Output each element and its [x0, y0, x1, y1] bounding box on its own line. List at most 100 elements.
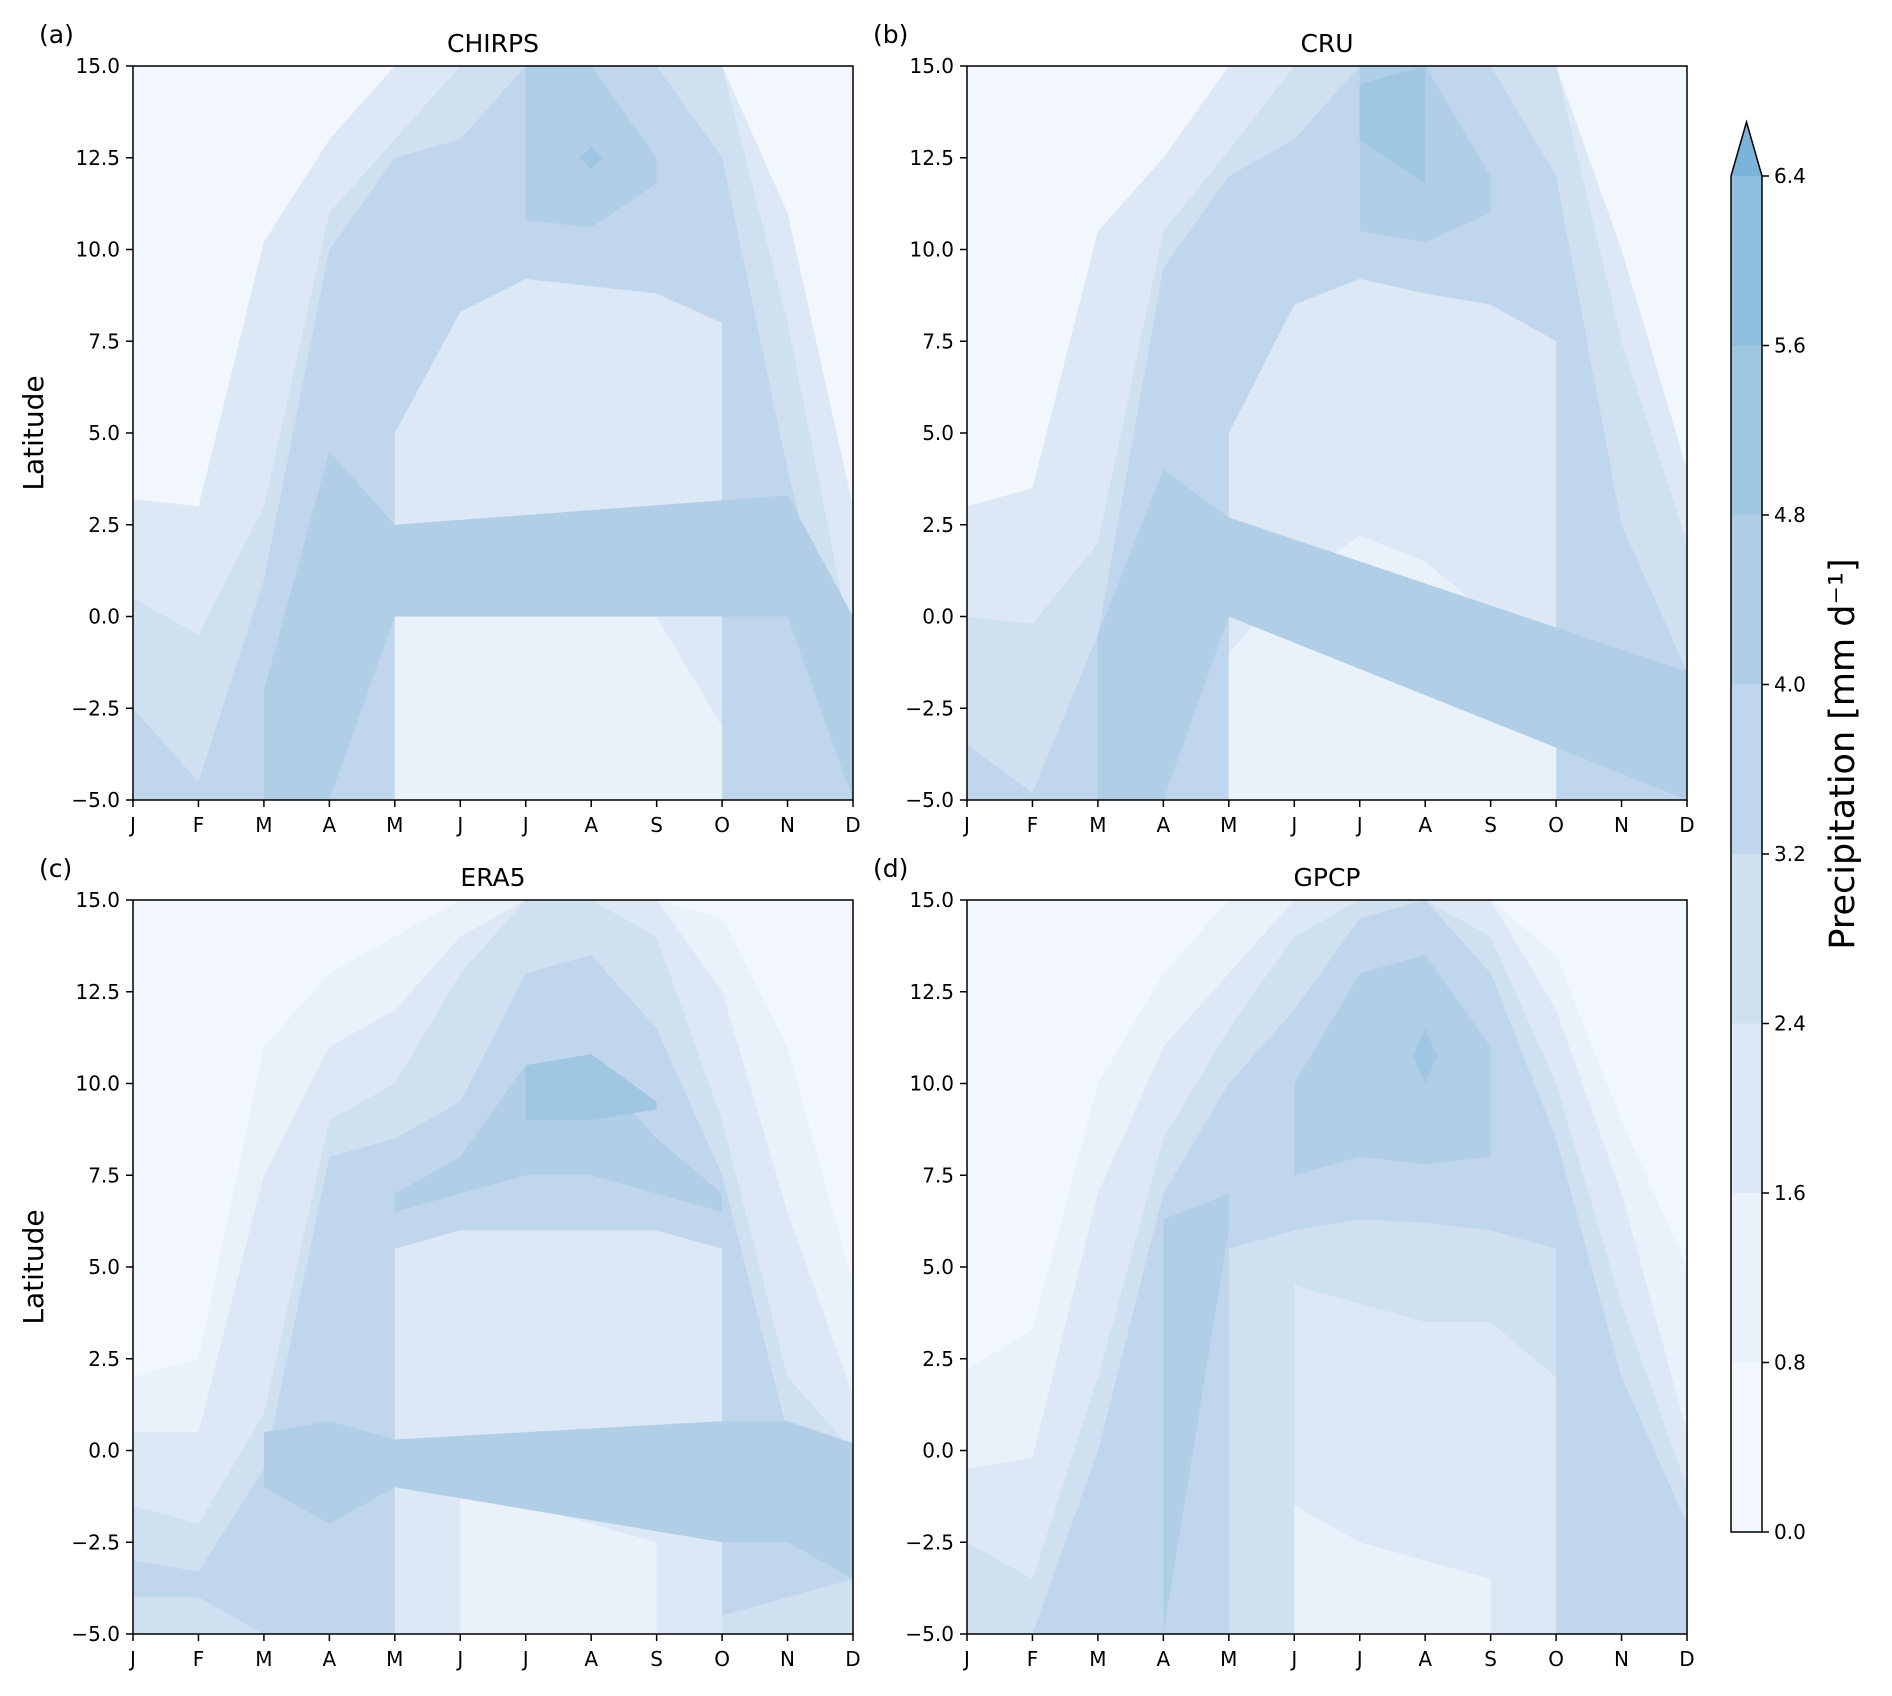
contour-band	[263, 1421, 853, 1579]
x-tick-label: N	[780, 1647, 795, 1671]
x-tick-label: O	[1548, 1647, 1564, 1671]
colorbar-extend-arrow	[1731, 122, 1762, 176]
colorbar-segment	[1731, 684, 1762, 854]
colorbar-segment	[1731, 1193, 1762, 1363]
x-tick-label: M	[1089, 1647, 1106, 1671]
y-tick-label: 5.0	[922, 421, 954, 445]
colorbar-tick-label: 1.6	[1774, 1181, 1806, 1205]
panel-era5: J F M A M J J A S O N D −5.0 −2.5 0.0 2.5 5.0 7.5 10.0 12.5…	[17, 854, 861, 1671]
colorbar-segment	[1731, 345, 1762, 515]
y-tick-label: 10.0	[909, 238, 954, 262]
panel-chirps: J F M A M J J A S O N D −5.0 −2.5 0.0 2.5 5.0 7.5 10.0 12.5…	[17, 20, 861, 837]
colorbar-tick-label: 0.0	[1774, 1520, 1806, 1544]
x-tick-label: A	[1157, 1647, 1171, 1671]
colorbar-segment	[1731, 515, 1762, 685]
panel-gpcp: J F M A M J J A S O N D −5.0 −2.5 0.0 2.5 5.0 7.5 10.0 12.5…	[873, 854, 1695, 1671]
colorbar-outline	[1730, 119, 1763, 1533]
y-tick-label: 7.5	[922, 329, 954, 353]
colorbar-tick-label: 2.4	[1774, 1012, 1806, 1036]
x-tick-label: N	[780, 813, 795, 837]
panel-title: ERA5	[460, 863, 525, 892]
x-tick-label: D	[1679, 813, 1694, 837]
contour-band	[1294, 1505, 1491, 1634]
y-tick-label: 12.5	[909, 146, 954, 170]
x-tick-label: M	[386, 1647, 403, 1671]
x-tick-label: A	[584, 813, 598, 837]
x-tick-label: N	[1614, 813, 1629, 837]
y-tick-label: 12.5	[909, 980, 954, 1004]
y-tick-label: −2.5	[71, 696, 120, 720]
colorbar-tick-label: 6.4	[1774, 164, 1806, 188]
colorbar-segment	[1731, 854, 1762, 1024]
x-tick-label: O	[1548, 813, 1564, 837]
y-tick-label: −5.0	[71, 788, 120, 812]
x-tick-label: A	[1418, 1647, 1432, 1671]
x-tick-label: J	[455, 1647, 463, 1671]
y-tick-label: 2.5	[88, 513, 120, 537]
contour-band	[525, 1054, 657, 1121]
x-tick-label: J	[1289, 813, 1297, 837]
colorbar-segment	[1731, 176, 1762, 346]
contour-band	[1163, 1193, 1229, 1634]
x-tick-label: J	[1289, 1647, 1297, 1671]
y-tick-label: 7.5	[88, 329, 120, 353]
x-tick-label: D	[1679, 1647, 1694, 1671]
y-tick-label: 10.0	[75, 238, 120, 262]
x-tick-label: M	[1220, 1647, 1237, 1671]
x-tick-label: J	[1355, 813, 1363, 837]
x-tick-label: A	[1157, 813, 1171, 837]
colorbar-segment	[1731, 1023, 1762, 1193]
y-tick-label: −5.0	[71, 1622, 120, 1646]
y-tick-label: 0.0	[922, 605, 954, 629]
contour-band	[1359, 66, 1426, 184]
x-tick-label: J	[521, 1647, 529, 1671]
colorbar-tick-label: 3.2	[1774, 842, 1806, 866]
x-tick-label: M	[255, 813, 272, 837]
y-tick-label: 15.0	[909, 888, 954, 912]
contour-band	[579, 146, 603, 169]
x-tick-label: S	[650, 813, 663, 837]
x-tick-label: M	[1089, 813, 1106, 837]
x-tick-label: O	[714, 1647, 730, 1671]
y-tick-label: −2.5	[905, 696, 954, 720]
y-tick-label: 0.0	[88, 1439, 120, 1463]
y-tick-label: 12.5	[75, 146, 120, 170]
y-tick-label: −2.5	[71, 1530, 120, 1554]
x-tick-label: S	[650, 1647, 663, 1671]
panel-title: CRU	[1300, 29, 1353, 58]
colorbar-tick-label: 4.8	[1774, 503, 1806, 527]
colorbar-tick-label: 5.6	[1774, 334, 1806, 358]
y-tick-label: 2.5	[922, 513, 954, 537]
x-tick-label: N	[1614, 1647, 1629, 1671]
y-tick-label: −2.5	[905, 1530, 954, 1554]
x-tick-label: A	[323, 813, 337, 837]
y-tick-label: 15.0	[75, 888, 120, 912]
panel-title: CHIRPS	[447, 29, 539, 58]
colorbar-segment	[1731, 1362, 1762, 1532]
x-tick-label: J	[455, 813, 463, 837]
x-tick-label: M	[255, 1647, 272, 1671]
y-tick-label: 12.5	[75, 980, 120, 1004]
x-tick-label: A	[584, 1647, 598, 1671]
x-tick-label: M	[386, 813, 403, 837]
x-tick-label: F	[1027, 813, 1039, 837]
y-tick-label: 2.5	[922, 1347, 954, 1371]
contour-band	[1294, 955, 1491, 1176]
x-tick-label: D	[845, 1647, 860, 1671]
contour-band	[263, 451, 853, 800]
colorbar: 0.0 0.8 1.6 2.4 3.2 4.0 4.8 5.6 6.4 Precipitation…	[1730, 119, 1863, 1544]
contour-fills	[967, 66, 1687, 800]
panel-letter: (a)	[39, 20, 74, 49]
contour-fills	[133, 66, 853, 800]
y-tick-label: 0.0	[922, 1439, 954, 1463]
x-tick-label: D	[845, 813, 860, 837]
y-tick-label: −5.0	[905, 1622, 954, 1646]
x-tick-label: F	[1027, 1647, 1039, 1671]
y-tick-label: 7.5	[922, 1163, 954, 1187]
contour-fills	[967, 900, 1687, 1634]
contour-band	[1413, 1028, 1437, 1084]
panel-cru: J F M A M J J A S O N D −5.0 −2.5 0.0 2.5 5.0 7.5 10.0 12.5…	[873, 20, 1695, 837]
x-tick-label: F	[193, 813, 205, 837]
x-tick-label: A	[323, 1647, 337, 1671]
